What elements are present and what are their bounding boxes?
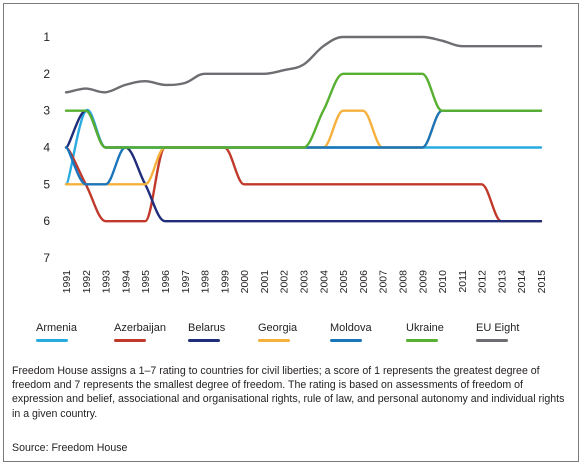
- series-line-azerbaijan: [64, 146, 543, 223]
- x-tick-label: 1994: [120, 270, 132, 294]
- legend-label: Georgia: [258, 322, 298, 334]
- x-tick-label: 2006: [358, 270, 370, 294]
- y-tick-label: 4: [43, 141, 50, 155]
- x-tick-label: 2008: [397, 270, 409, 294]
- legend-swatch: [258, 339, 290, 342]
- legend-swatch: [476, 339, 508, 342]
- x-tick-label: 2014: [516, 270, 528, 294]
- series-line-eu-eight: [64, 35, 543, 94]
- x-tick-label: 2011: [457, 270, 469, 293]
- y-tick-label: 2: [43, 67, 50, 81]
- x-tick-label: 2009: [417, 270, 429, 294]
- legend-swatch: [330, 339, 362, 342]
- x-tick-label: 2013: [496, 270, 508, 294]
- x-tick-label: 1999: [219, 270, 231, 294]
- x-tick-label: 2000: [239, 270, 251, 294]
- x-tick-label: 1993: [101, 270, 113, 294]
- x-tick-label: 1991: [61, 270, 73, 294]
- legend-swatch: [36, 339, 68, 342]
- series-line-ukraine: [64, 72, 543, 149]
- chart-frame: [3, 3, 579, 462]
- legend-label: Belarus: [188, 322, 226, 334]
- legend-swatch: [188, 339, 220, 342]
- chart-note: Freedom House assigns a 1–7 rating to co…: [12, 365, 565, 420]
- x-tick-label: 1998: [200, 270, 212, 294]
- x-tick-label: 1996: [160, 270, 172, 294]
- series-line-belarus: [64, 109, 543, 223]
- line-chart: 1 2 3 4 5 6 7 1991 1992 1993 1994 1995 1996 1997 1998 1…: [43, 30, 548, 294]
- y-tick-label: 6: [43, 214, 50, 228]
- legend-label: Moldova: [330, 322, 372, 334]
- x-tick-label: 2002: [279, 270, 291, 294]
- legend-label: EU Eight: [476, 322, 520, 334]
- y-tick-label: 1: [43, 30, 50, 44]
- legend-label: Armenia: [36, 322, 77, 334]
- chart-source: Source: Freedom House: [12, 442, 128, 454]
- legend-label: Ukraine: [406, 322, 444, 334]
- x-tick-label: 2012: [477, 270, 489, 294]
- x-tick-label: 1992: [81, 270, 93, 294]
- y-tick-label: 5: [43, 177, 50, 191]
- x-tick-label: 2004: [318, 270, 330, 294]
- y-tick-label: 3: [43, 104, 50, 118]
- x-tick-label: 2001: [259, 270, 271, 294]
- x-tick-label: 1997: [180, 270, 192, 294]
- legend-swatch: [406, 339, 438, 342]
- legend-label: Azerbaijan: [114, 322, 166, 334]
- x-tick-label: 1995: [140, 270, 152, 294]
- x-tick-label: 2007: [378, 270, 390, 294]
- chart-legend: Armenia Azerbaijan Belarus Georgia Moldova Uk…: [36, 322, 576, 352]
- x-tick-label: 2015: [536, 270, 548, 294]
- legend-swatch: [114, 339, 146, 342]
- x-tick-label: 2010: [437, 270, 449, 294]
- x-tick-label: 2005: [338, 270, 350, 294]
- y-tick-label: 7: [43, 251, 50, 265]
- x-tick-label: 2003: [299, 270, 311, 294]
